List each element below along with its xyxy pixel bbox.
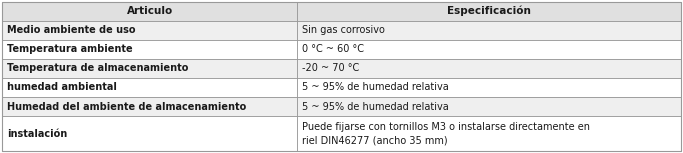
Text: Temperatura de almacenamiento: Temperatura de almacenamiento [7,63,189,73]
Text: Sin gas corrosivo: Sin gas corrosivo [302,25,385,35]
Bar [2,59,297,78]
Text: Articulo: Articulo [126,6,173,16]
Bar [2,40,297,59]
Bar [2,97,297,116]
Bar [2,116,297,151]
Bar [297,2,681,21]
Bar [2,21,297,40]
Text: Temperatura ambiente: Temperatura ambiente [7,44,133,54]
Bar [297,21,681,40]
Bar [2,59,297,78]
Bar [2,78,297,97]
Bar [2,21,297,40]
Bar [297,78,681,97]
Bar [2,2,297,21]
Bar [297,78,681,97]
Text: 0 °C ~ 60 °C: 0 °C ~ 60 °C [302,44,364,54]
Bar [297,97,681,116]
Bar [2,2,297,21]
Bar [2,78,297,97]
Bar [297,59,681,78]
Text: -20 ~ 70 °C: -20 ~ 70 °C [302,63,359,73]
Bar [297,40,681,59]
Text: 5 ~ 95% de humedad relativa: 5 ~ 95% de humedad relativa [302,82,449,92]
Text: Especificación: Especificación [447,6,531,16]
Text: 5 ~ 95% de humedad relativa: 5 ~ 95% de humedad relativa [302,102,449,112]
Bar [297,21,681,40]
Text: instalación: instalación [7,129,67,139]
Text: humedad ambiental: humedad ambiental [7,82,117,92]
Text: Puede fijarse con tornillos M3 o instalarse directamente en
riel DIN46277 (ancho: Puede fijarse con tornillos M3 o instala… [302,122,590,145]
Bar [297,40,681,59]
Bar [2,97,297,116]
Bar [2,116,297,151]
Text: Medio ambiente de uso: Medio ambiente de uso [7,25,135,35]
Bar [297,97,681,116]
Bar [297,59,681,78]
Bar [297,116,681,151]
Bar [297,116,681,151]
Text: Humedad del ambiente de almacenamiento: Humedad del ambiente de almacenamiento [7,102,246,112]
Bar [2,40,297,59]
Bar [297,2,681,21]
